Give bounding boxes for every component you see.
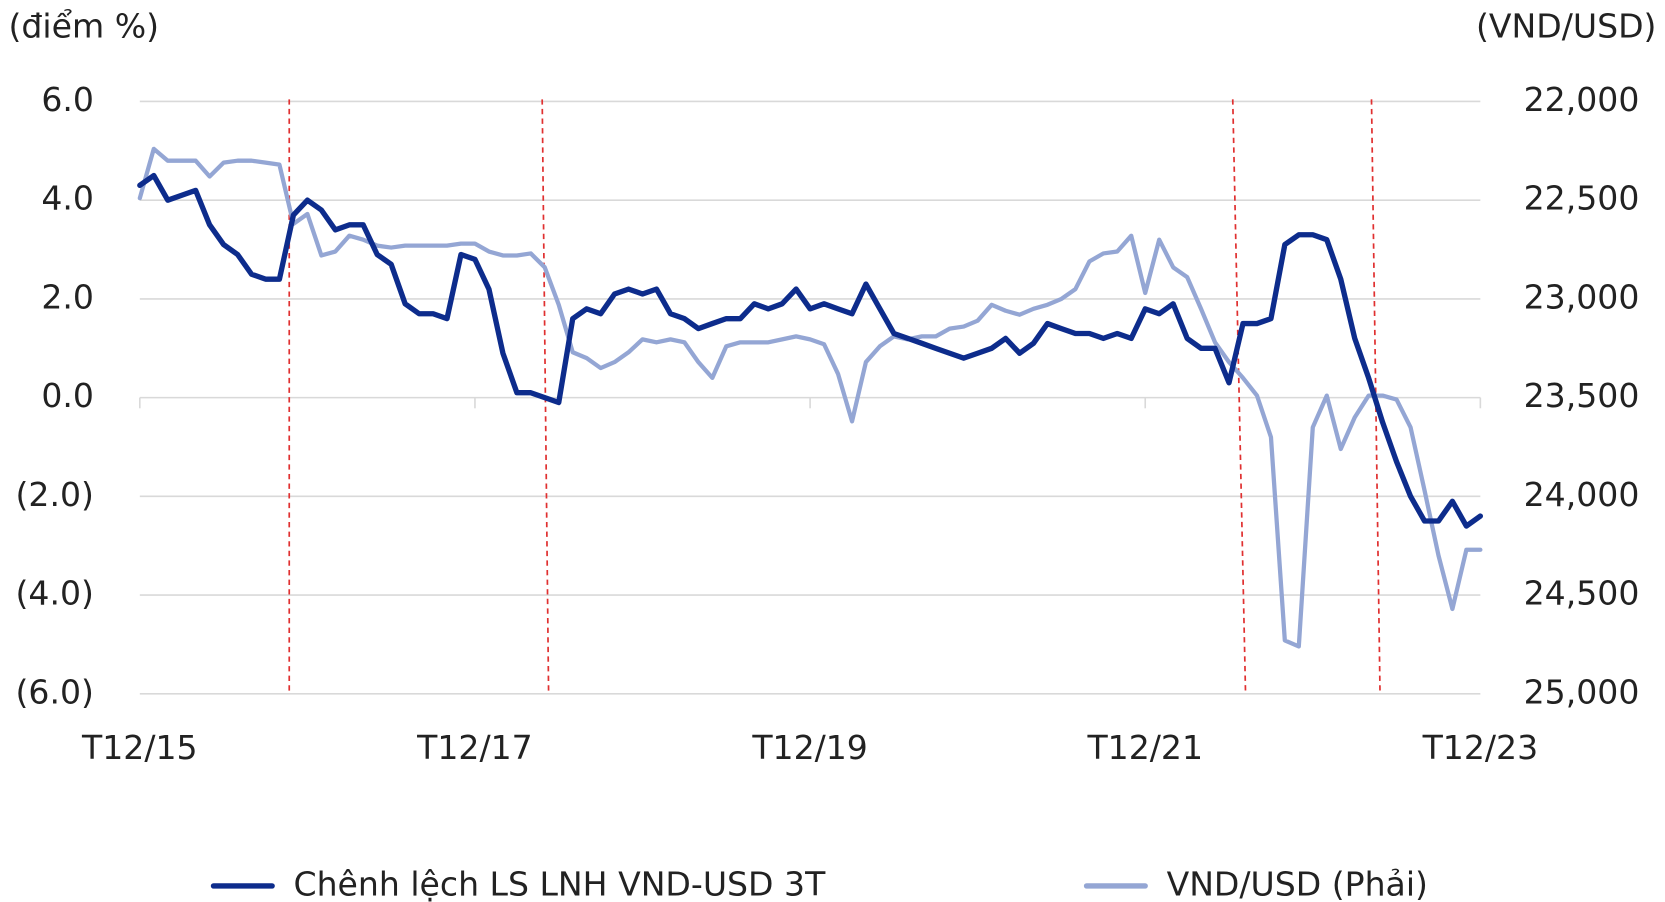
y-tick-label: (2.0) (16, 475, 94, 514)
y-tick-label: 4.0 (41, 179, 94, 218)
event-line (1370, 99, 1381, 694)
y2-tick-label: 24,000 (1524, 475, 1640, 514)
y2-tick-label: 23,500 (1524, 376, 1640, 415)
x-tick-label: T12/15 (81, 728, 198, 767)
annotation-lines (288, 99, 1381, 694)
y-tick-label: 2.0 (41, 277, 94, 316)
y-tick-label: 0.0 (41, 376, 94, 415)
series-line (137, 172, 1484, 529)
y-axis-title: (điểm %) (9, 6, 160, 45)
x-tick-label: T12/17 (416, 728, 533, 767)
x-tick-label: T12/19 (751, 728, 868, 767)
x-tick-label: T12/23 (1422, 728, 1539, 767)
y2-tick-label: 25,000 (1524, 672, 1640, 711)
x-tick-label: T12/21 (1086, 728, 1203, 767)
y-tick-label: (4.0) (16, 574, 94, 613)
y-tick-label: 6.0 (41, 80, 94, 119)
y2-tick-label: 22,000 (1524, 80, 1640, 119)
event-line (541, 99, 550, 694)
legend-label: Chênh lệch LS LNH VND-USD 3T (294, 864, 827, 902)
y2-axis-title: (VND/USD) (1476, 6, 1656, 45)
series-line (137, 146, 1483, 649)
legend-label: VND/USD (Phải) (1167, 864, 1428, 902)
y2-tick-label: 24,500 (1524, 574, 1640, 613)
y2-tick-label: 22,500 (1524, 179, 1640, 218)
y-tick-label: (6.0) (16, 672, 94, 711)
y2-tick-label: 23,000 (1524, 277, 1640, 316)
event-line (1231, 99, 1247, 694)
